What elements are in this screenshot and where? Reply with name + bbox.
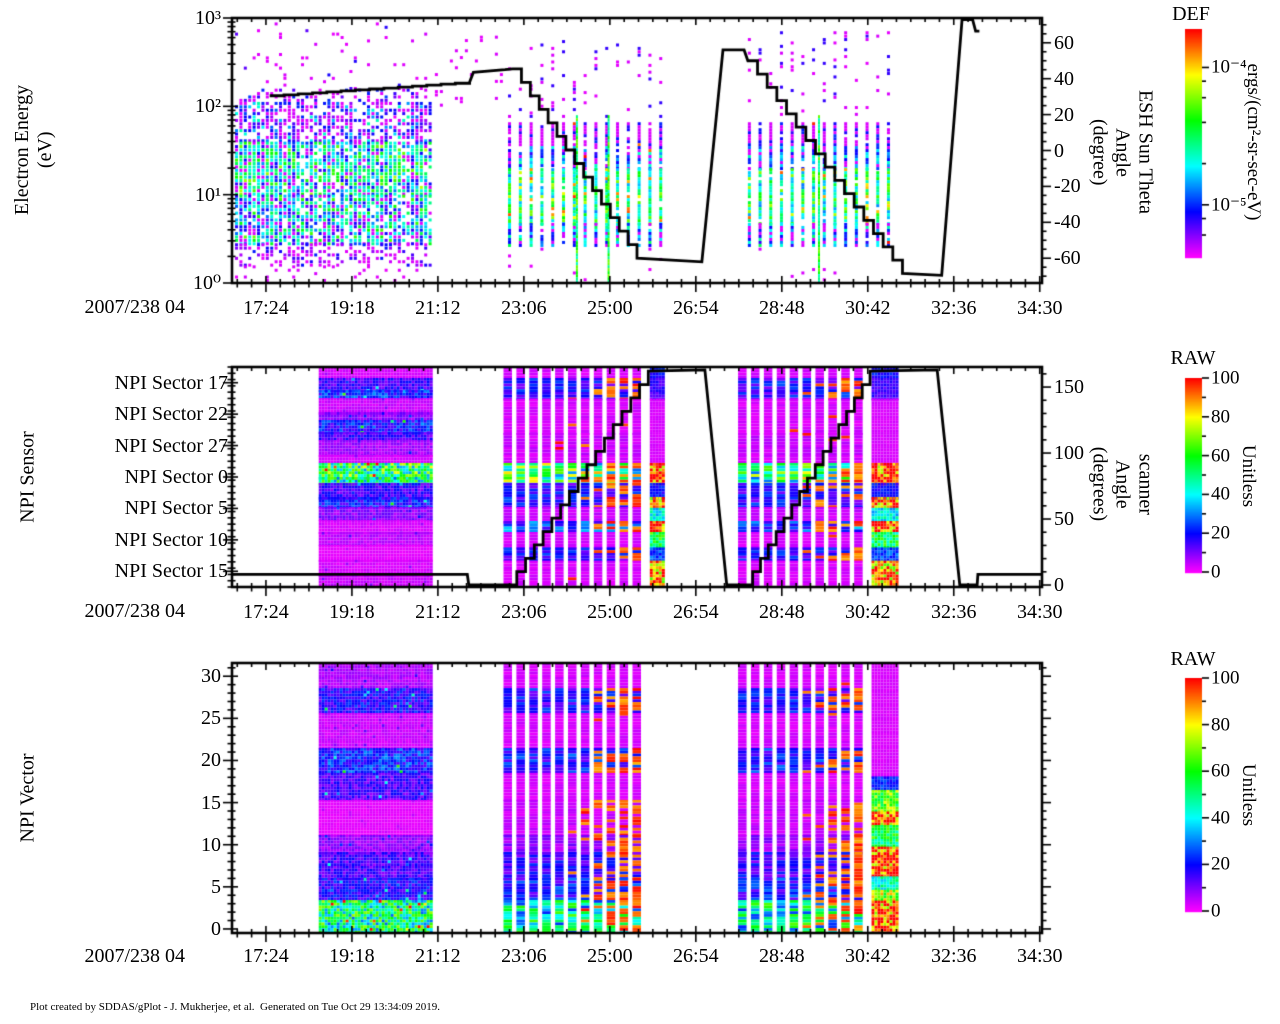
cb1-tick-10⁻⁵: 10⁻⁵ xyxy=(1211,194,1247,216)
p3-ytick-30: 30 xyxy=(201,665,221,688)
p2-right-axis-title: scanner Angle (degrees) xyxy=(1088,447,1157,521)
p1-xtick-30:42: 30:42 xyxy=(845,297,891,319)
cb3-tick-40: 40 xyxy=(1211,807,1230,829)
p1-right-tick--60: -60 xyxy=(1054,247,1081,270)
p2-sector-label-3: NPI Sector 0 xyxy=(124,466,228,488)
p2-right-tick-0: 0 xyxy=(1054,574,1064,597)
p3-xtick-30:42: 30:42 xyxy=(845,945,891,967)
p1-y-axis-title-line1: Electron Energy xyxy=(11,84,33,216)
cb1-title: DEF xyxy=(1172,3,1210,25)
p3-xtick-17:24: 17:24 xyxy=(243,945,289,967)
p1-ytick-10³: 10³ xyxy=(195,7,221,29)
cb3-tick-60: 60 xyxy=(1211,760,1230,782)
p3-xtick-25:00: 25:00 xyxy=(587,945,633,967)
p2-xtick-23:06: 23:06 xyxy=(501,601,547,623)
cb3-title: RAW xyxy=(1170,648,1216,670)
p3-ytick-10: 10 xyxy=(201,833,221,856)
p2-sector-label-6: NPI Sector 15 xyxy=(114,560,228,583)
p1-ytick-10²: 10² xyxy=(195,95,221,118)
p3-ytick-25: 25 xyxy=(201,707,221,730)
p3-xtick-34:30: 34:30 xyxy=(1016,945,1063,967)
p3-xtick-19:18: 19:18 xyxy=(329,945,375,967)
p2-xtick-32:36: 32:36 xyxy=(930,601,977,623)
cb2-tick-80: 80 xyxy=(1211,406,1230,428)
cb2-tick-0: 0 xyxy=(1211,561,1221,583)
p2-right-tick-50: 50 xyxy=(1054,508,1074,531)
p3-y-axis-title: NPI Vector xyxy=(16,753,39,843)
p1-xtick-19:18: 19:18 xyxy=(329,297,375,319)
cb2-tick-40: 40 xyxy=(1211,483,1230,505)
cb2-tick-100: 100 xyxy=(1211,367,1240,389)
p2-right-axis-title-line2: Angle xyxy=(1111,459,1134,509)
p2-sector-label-5: NPI Sector 10 xyxy=(114,528,228,551)
p2-y-axis-title: NPI Sensor xyxy=(16,431,39,523)
p2-xtick-19:18: 19:18 xyxy=(329,601,375,623)
p2-right-tick-100: 100 xyxy=(1054,442,1084,465)
p2-xtick-34:30: 34:30 xyxy=(1016,601,1063,623)
p1-y-axis-title-line2: (eV) xyxy=(34,131,56,169)
p1-xtick-34:30: 34:30 xyxy=(1016,297,1063,319)
p1-xtick-17:24: 17:24 xyxy=(243,297,289,319)
p3-xtick-21:12: 21:12 xyxy=(415,945,461,967)
p1-right-tick--20: -20 xyxy=(1054,175,1081,198)
p2-xtick-21:12: 21:12 xyxy=(415,601,461,623)
p1-xtick-28:48: 28:48 xyxy=(759,297,805,319)
p1-right-axis-title-line1: ESH Sun Theta xyxy=(1134,89,1157,215)
cb2-title: RAW xyxy=(1170,347,1216,369)
p1-ytick-10¹: 10¹ xyxy=(195,183,221,206)
p3-xtick-32:36: 32:36 xyxy=(930,945,977,967)
p3-date-label: 2007/238 04 xyxy=(84,945,185,967)
cb2-unit-label: Unitless xyxy=(1237,444,1259,508)
p1-xtick-32:36: 32:36 xyxy=(930,297,977,319)
p2-sector-label-0: NPI Sector 17 xyxy=(114,371,228,394)
p3-ytick-5: 5 xyxy=(211,875,221,898)
p1-right-axis-title: ESH Sun Theta Angle (degree) xyxy=(1088,90,1157,214)
cb3-tick-80: 80 xyxy=(1211,714,1230,736)
p1-right-axis-title-line2: Angle xyxy=(1111,127,1134,177)
p3-ytick-15: 15 xyxy=(201,791,221,814)
cb1-unit-label: ergs/(cm²-sr-sec-eV) xyxy=(1242,63,1264,221)
p1-right-tick--40: -40 xyxy=(1054,211,1081,234)
p2-sector-label-4: NPI Sector 5 xyxy=(124,497,228,520)
p2-xtick-28:48: 28:48 xyxy=(759,601,805,623)
p2-date-label: 2007/238 04 xyxy=(84,600,185,622)
p2-right-axis-title-line3: (degrees) xyxy=(1088,446,1111,522)
p1-right-tick-40: 40 xyxy=(1054,67,1074,90)
p2-xtick-26:54: 26:54 xyxy=(673,601,719,623)
p2-xtick-25:00: 25:00 xyxy=(587,601,633,623)
p2-sector-label-2: NPI Sector 27 xyxy=(114,434,228,457)
p2-right-axis-title-line1: scanner xyxy=(1134,453,1157,515)
cb3-unit-label: Unitless xyxy=(1237,763,1259,827)
cb2-tick-60: 60 xyxy=(1211,445,1230,467)
p2-xtick-17:24: 17:24 xyxy=(243,601,289,623)
p3-ytick-0: 0 xyxy=(211,917,221,940)
p1-right-axis-title-line3: (degree) xyxy=(1088,118,1111,186)
cb3-tick-100: 100 xyxy=(1211,667,1240,689)
p3-xtick-28:48: 28:48 xyxy=(759,945,805,967)
p1-xtick-23:06: 23:06 xyxy=(501,297,547,319)
p1-ytick-10⁰: 10⁰ xyxy=(192,272,221,294)
p3-xtick-26:54: 26:54 xyxy=(673,945,719,967)
plot-credit-caption: Plot created by SDDAS/gPlot - J. Mukherj… xyxy=(30,1001,441,1013)
p2-xtick-30:42: 30:42 xyxy=(845,601,891,623)
p1-right-tick-0: 0 xyxy=(1054,139,1064,162)
p3-xtick-23:06: 23:06 xyxy=(501,945,547,967)
cb3-tick-20: 20 xyxy=(1211,853,1230,875)
p1-xtick-25:00: 25:00 xyxy=(587,297,633,319)
p1-xtick-21:12: 21:12 xyxy=(415,297,461,319)
p2-right-tick-150: 150 xyxy=(1054,376,1084,399)
cb1-tick-10⁻⁴: 10⁻⁴ xyxy=(1211,56,1247,78)
p2-sector-label-1: NPI Sector 22 xyxy=(114,403,228,426)
p3-ytick-20: 20 xyxy=(201,749,221,772)
cb2-tick-20: 20 xyxy=(1211,522,1230,544)
p1-y-axis-title: Electron Energy (eV) xyxy=(11,85,57,215)
p1-date-label: 2007/238 04 xyxy=(84,296,185,318)
p1-xtick-26:54: 26:54 xyxy=(673,297,719,319)
p1-right-tick-60: 60 xyxy=(1054,31,1074,54)
cb3-tick-0: 0 xyxy=(1211,900,1221,922)
p1-right-tick-20: 20 xyxy=(1054,103,1074,126)
